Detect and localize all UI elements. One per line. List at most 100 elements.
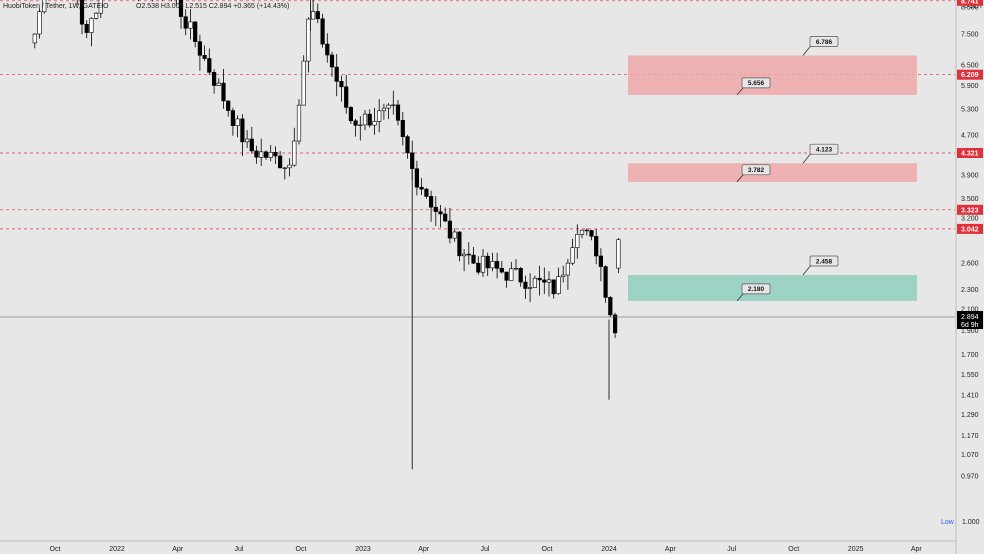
zone-bottom-value: 2.180 [748, 286, 765, 293]
candle-body [202, 54, 207, 59]
candle-body [570, 247, 575, 264]
x-tick-label: Apr [911, 546, 923, 553]
candle-body [188, 21, 193, 29]
y-tick-label: 5.900 [961, 83, 979, 90]
y-tick-label: 3.900 [961, 173, 979, 180]
ohlc-readout: O2.538 H3.005 L2.515 C2.894 +0.365 (+14.… [136, 3, 289, 10]
price-level-value: 3.323 [961, 207, 979, 214]
candle-body [476, 262, 481, 273]
low-label: Low [941, 519, 955, 526]
candle-body [183, 16, 188, 29]
candle-body [381, 107, 387, 112]
symbol-title: HuobiToken / Tether, 1W, GATEIO [3, 3, 109, 10]
zone-bottom-tag [741, 164, 771, 176]
x-tick-label: Oct [50, 546, 61, 553]
x-tick-label: Apr [172, 546, 184, 553]
candle-body [594, 236, 599, 257]
candle-body [362, 113, 368, 126]
price-level-value: 3.042 [961, 226, 979, 233]
candle-body [616, 239, 621, 269]
supply-zone [628, 55, 917, 95]
candle-body [221, 82, 226, 102]
candle-body [589, 230, 594, 237]
y-tick-label: 7.500 [961, 31, 979, 38]
candle-body [226, 100, 231, 111]
y-tick-label: 3.500 [961, 196, 979, 203]
candle-body [178, 0, 184, 17]
candle-body [344, 86, 349, 108]
x-tick-label: 2025 [848, 546, 864, 553]
candle-body [259, 151, 264, 158]
x-tick-label: Jul [481, 546, 490, 553]
candle-body [212, 72, 217, 86]
candle-body [372, 121, 377, 126]
candle-body [277, 155, 283, 169]
candle-body [386, 104, 391, 109]
candle-body [263, 151, 269, 158]
candle-body [579, 229, 585, 235]
price-level-badge [957, 223, 983, 234]
candle-body [79, 0, 85, 25]
candle-body [466, 253, 471, 256]
candle-body [325, 43, 330, 56]
candle-body [575, 234, 580, 248]
candle-body [561, 274, 566, 278]
x-tick-label: Apr [418, 546, 430, 553]
candle-body [240, 118, 245, 143]
candle-body [89, 18, 94, 33]
candle-body [329, 54, 335, 68]
bar-countdown: 6d 9h [961, 322, 979, 329]
candle-body [42, 0, 47, 13]
candle-body [546, 279, 552, 283]
candle-body [598, 255, 603, 267]
candle-body [513, 267, 519, 270]
x-tick-label: Oct [542, 546, 553, 553]
candle-body [306, 18, 311, 62]
candle-body [249, 138, 254, 152]
candle-body [433, 206, 438, 212]
candle-body [447, 220, 453, 239]
candle-body [391, 104, 396, 107]
candle-body [315, 11, 320, 20]
candle-body [584, 229, 589, 232]
candle-body [428, 196, 434, 208]
y-tick-label: 0.970 [961, 473, 979, 480]
candle-body [377, 110, 382, 122]
zone-bottom-tag [741, 77, 771, 89]
candle-body [353, 120, 358, 126]
zone-callout-line [736, 86, 745, 96]
candle-body [532, 277, 537, 288]
y-tick-label: 8.500 [961, 4, 979, 11]
price-level-value: 8.741 [961, 0, 979, 5]
candle-body [37, 11, 42, 35]
supply-zone [628, 163, 917, 182]
candle-body [542, 279, 547, 283]
y-tick-label: 1.170 [961, 433, 979, 440]
x-tick-label: 2023 [355, 546, 371, 553]
candle-body [334, 66, 339, 82]
zone-callout-line [736, 173, 745, 183]
candle-body [273, 152, 278, 157]
candle-body [320, 18, 325, 45]
x-tick-label: Jul [727, 546, 736, 553]
y-tick-label: 3.200 [961, 215, 979, 222]
candle-body [523, 281, 528, 289]
candle-body [230, 110, 236, 126]
candle-body [443, 213, 448, 222]
candle-body [339, 81, 344, 88]
price-level-badge [957, 69, 983, 80]
candle-body [94, 12, 99, 19]
candle-body [348, 107, 354, 122]
candle-body [32, 33, 37, 44]
price-level-badge [957, 0, 983, 6]
candle-body [603, 266, 608, 298]
candle-body [461, 253, 467, 257]
candle-body [296, 104, 302, 142]
candle-body [471, 254, 476, 264]
price-level-badge [957, 204, 983, 215]
candle-body [216, 82, 221, 86]
price-level-value: 4.321 [961, 151, 979, 158]
y-tick-label: 5.300 [961, 106, 979, 113]
